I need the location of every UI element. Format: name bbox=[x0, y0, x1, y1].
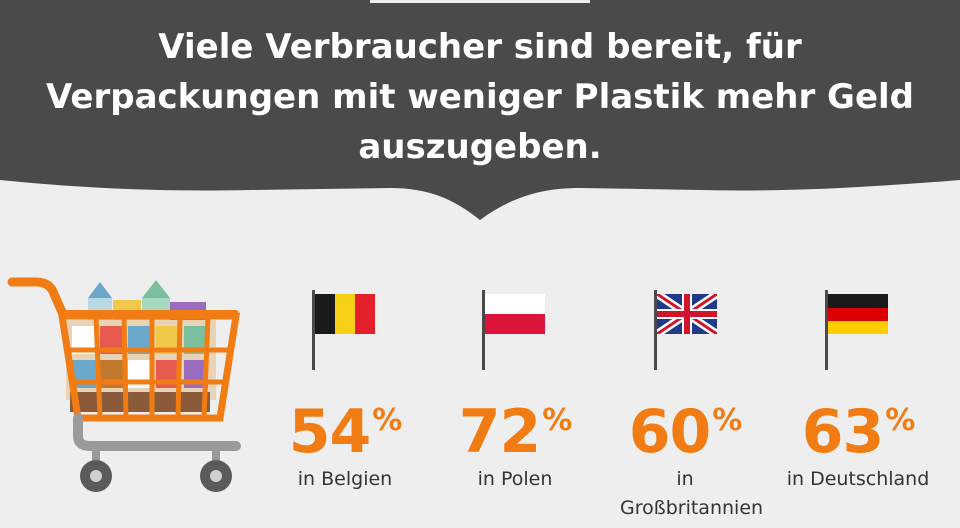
flag-pole bbox=[654, 290, 657, 370]
flag-pole bbox=[482, 290, 485, 370]
percentage-value: 54% bbox=[288, 397, 403, 467]
percentage-value: 60% bbox=[628, 397, 743, 467]
page-title: Viele Verbraucher sind bereit, für Verpa… bbox=[0, 22, 960, 172]
header-banner: Viele Verbraucher sind bereit, für Verpa… bbox=[0, 0, 960, 230]
banner-shape bbox=[0, 0, 960, 220]
stat-uk: 60% in Großbritannien bbox=[585, 288, 785, 523]
germany-flag-icon bbox=[828, 294, 888, 334]
uk-flag-icon bbox=[657, 294, 717, 334]
stat-poland: 72% in Polen bbox=[415, 288, 615, 494]
flag-pole bbox=[312, 290, 315, 370]
country-label: in Großbritannien bbox=[620, 468, 764, 519]
flag-pole bbox=[825, 290, 828, 370]
stat-germany: 63% in Deutschland bbox=[758, 288, 958, 494]
country-label: in Deutschland bbox=[786, 468, 930, 490]
headline-line-2: Verpackungen mit weniger Plastik mehr Ge… bbox=[45, 77, 915, 117]
shopping-cart-icon bbox=[7, 277, 241, 492]
poland-flag-icon bbox=[485, 294, 545, 334]
headline-line-3: auszugeben. bbox=[358, 127, 602, 167]
percentage-value: 63% bbox=[801, 397, 916, 467]
percentage-value: 72% bbox=[458, 397, 573, 467]
stat-belgium: 54% in Belgien bbox=[245, 288, 445, 494]
belgium-flag-icon bbox=[315, 294, 375, 334]
country-label: in Belgien bbox=[297, 468, 393, 490]
headline-line-1: Viele Verbraucher sind bereit, für bbox=[158, 27, 802, 67]
country-label: in Polen bbox=[477, 468, 553, 490]
